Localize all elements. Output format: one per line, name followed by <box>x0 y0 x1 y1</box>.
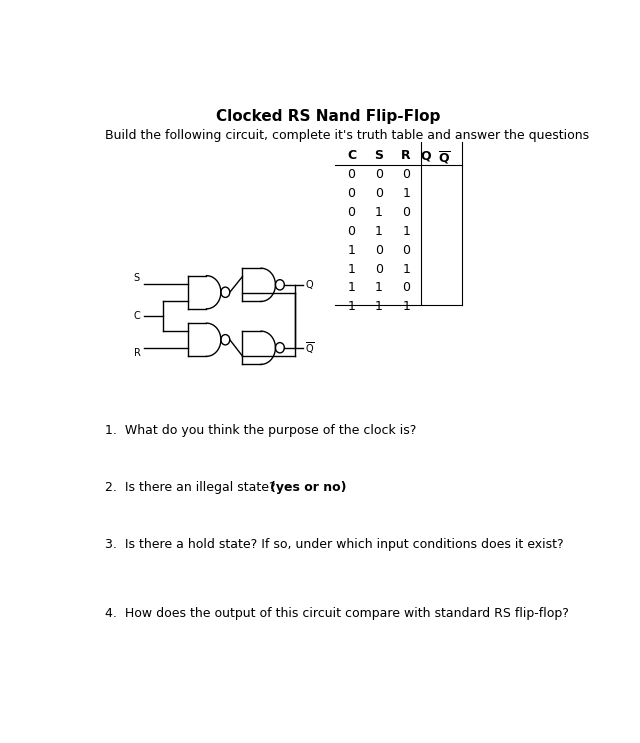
Text: 0: 0 <box>402 282 410 294</box>
Text: 0: 0 <box>402 206 410 219</box>
Text: 1.  What do you think the purpose of the clock is?: 1. What do you think the purpose of the … <box>105 424 416 437</box>
Text: 0: 0 <box>375 168 383 181</box>
Text: (yes or no): (yes or no) <box>270 481 346 494</box>
Text: 1: 1 <box>348 244 355 256</box>
Text: 3.  Is there a hold state? If so, under which input conditions does it exist?: 3. Is there a hold state? If so, under w… <box>105 538 563 551</box>
Text: 1: 1 <box>375 300 383 314</box>
Text: Clocked RS Nand Flip-Flop: Clocked RS Nand Flip-Flop <box>216 109 440 124</box>
Text: 4.  How does the output of this circuit compare with standard RS flip-flop?: 4. How does the output of this circuit c… <box>105 607 569 620</box>
Text: Build the following circuit, complete it's truth table and answer the questions: Build the following circuit, complete it… <box>105 129 589 142</box>
Text: C: C <box>347 149 356 162</box>
Text: $\overline{\mathrm{Q}}$: $\overline{\mathrm{Q}}$ <box>305 340 315 356</box>
Text: 1: 1 <box>348 300 355 314</box>
Text: 0: 0 <box>375 262 383 276</box>
Text: 1: 1 <box>402 300 410 314</box>
Text: 1: 1 <box>402 224 410 238</box>
Text: 0: 0 <box>375 187 383 200</box>
Text: 1: 1 <box>375 282 383 294</box>
Text: R: R <box>401 149 411 162</box>
Text: 0: 0 <box>402 244 410 256</box>
Text: 0: 0 <box>402 168 410 181</box>
Text: Q: Q <box>305 280 313 290</box>
Text: 1: 1 <box>348 282 355 294</box>
Text: 0: 0 <box>348 168 356 181</box>
Text: 1: 1 <box>375 224 383 238</box>
Text: $\mathbf{\overline{Q}}$: $\mathbf{\overline{Q}}$ <box>438 149 451 166</box>
Text: 0: 0 <box>348 187 356 200</box>
Text: 2.  Is there an illegal state?: 2. Is there an illegal state? <box>105 481 280 494</box>
Text: 1: 1 <box>375 206 383 219</box>
Text: C: C <box>134 311 140 321</box>
Text: S: S <box>374 149 383 162</box>
Text: 0: 0 <box>348 224 356 238</box>
Text: 1: 1 <box>402 187 410 200</box>
Text: R: R <box>134 348 140 358</box>
Text: 1: 1 <box>402 262 410 276</box>
Text: 1: 1 <box>348 262 355 276</box>
Text: 0: 0 <box>348 206 356 219</box>
Text: S: S <box>134 273 140 283</box>
Text: Q: Q <box>420 149 431 162</box>
Text: 0: 0 <box>375 244 383 256</box>
